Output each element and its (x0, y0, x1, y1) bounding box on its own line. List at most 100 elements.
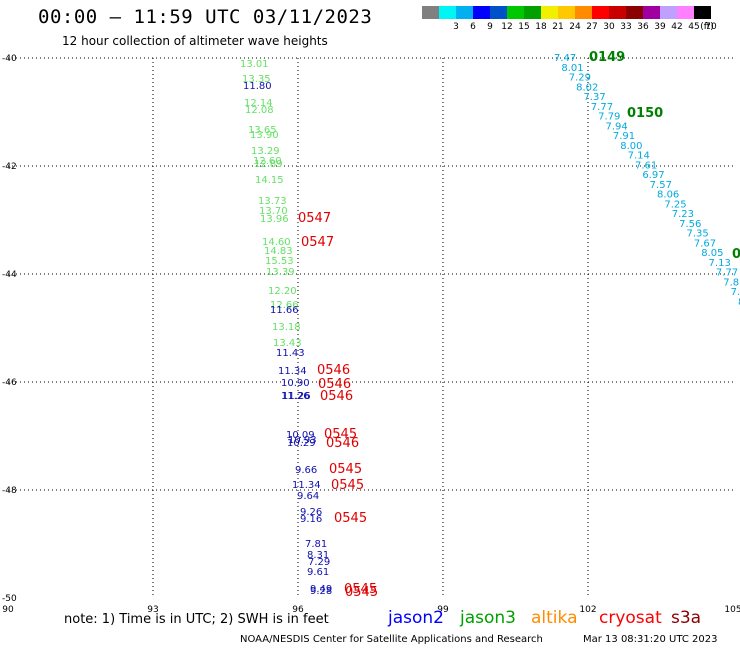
swh-value-cyan: 7.14 (628, 151, 650, 162)
swh-value-navy: 9.64 (297, 491, 319, 502)
time-label-red: 0546 (320, 389, 353, 404)
swh-value-cyan: 8.01 (561, 63, 583, 74)
time-label-red: 0545 (329, 462, 362, 477)
legend-label: 39 (654, 22, 666, 32)
swh-value-navy: 11.80 (243, 81, 272, 92)
lat-label: -42 (2, 162, 17, 172)
swh-value-green: 15.53 (265, 256, 294, 267)
swh-value-cyan: 7.23 (672, 209, 694, 220)
swh-value-green: 13.90 (250, 130, 279, 141)
legend-swatch (490, 6, 507, 19)
swh-value-cyan: 7.94 (606, 121, 628, 132)
legend-label: 27 (586, 22, 598, 32)
swh-value-navy: 11.34 (292, 480, 321, 491)
swh-value-cyan: 8 (738, 297, 740, 308)
time-label-red: 0545 (324, 427, 357, 442)
time-label-green: 0149 (589, 50, 625, 65)
legend-label: 9 (487, 22, 493, 32)
lon-label: 102 (579, 605, 596, 615)
legend-swatch (609, 6, 626, 19)
generation-timestamp: Mar 13 08:31:20 UTC 2023 (583, 634, 718, 645)
swh-value-cyan: 8.00 (620, 141, 642, 152)
legend-label: 33 (620, 22, 632, 32)
legend-swatch (643, 6, 660, 19)
swh-value-cyan: 7.29 (569, 73, 591, 84)
lat-label: -50 (2, 594, 17, 604)
swh-value-cyan: 7.57 (650, 180, 672, 191)
legend-swatch (422, 6, 439, 19)
legend-label: (ft) (700, 22, 714, 32)
swh-value-navy: 11.66 (270, 305, 299, 316)
swh-value-green: 13.65 (248, 125, 277, 136)
swh-value-green: 13.01 (240, 59, 269, 70)
swh-value-green: 14.15 (255, 175, 284, 186)
color-legend (422, 6, 711, 19)
time-label-red: 0545 (331, 478, 364, 493)
legend-label: 12 (501, 22, 513, 32)
swh-value-green: 13.43 (273, 338, 302, 349)
swh-value-cyan: 8.06 (657, 190, 679, 201)
legend-swatch (439, 6, 456, 19)
time-label-green: 0 (732, 247, 740, 262)
swh-value-navy: 11.26 (281, 391, 310, 402)
swh-value-cyan: 7.47 (554, 53, 576, 64)
swh-value-cyan: 7.91 (613, 131, 635, 142)
legend-swatch (694, 6, 711, 19)
legend-label: 36 (637, 22, 649, 32)
time-label-green: 0150 (627, 106, 663, 121)
swh-value-green: 13.70 (259, 206, 288, 217)
legend-swatch (677, 6, 694, 19)
time-label-red: 0546 (326, 436, 359, 451)
swh-value-green: 12.89 (254, 159, 283, 170)
satellite-jason3: jason3 (460, 608, 516, 628)
swh-value-green: 12.08 (245, 105, 274, 116)
swh-value-navy: 10.90 (281, 378, 310, 389)
lat-label: -44 (2, 270, 17, 280)
swh-value-navy: 8.31 (307, 550, 329, 561)
legend-label: 70 (705, 22, 717, 32)
satellite-cryosat: cryosat (599, 608, 662, 628)
swh-value-navy: 11.43 (276, 348, 305, 359)
legend-label: 6 (470, 22, 476, 32)
lat-label: -46 (2, 378, 17, 388)
map-subtitle: 12 hour collection of altimeter wave hei… (62, 34, 328, 48)
map-title: 00:00 – 11:59 UTC 03/11/2023 (38, 6, 373, 28)
legend-label: 24 (569, 22, 581, 32)
swh-value-cyan: 7.61 (635, 160, 657, 171)
legend-label: 30 (603, 22, 615, 32)
swh-value-navy: 10.93 (288, 435, 317, 446)
legend-swatch (456, 6, 473, 19)
legend-label: 15 (518, 22, 530, 32)
swh-value-green: 13.29 (251, 146, 280, 157)
swh-value-navy: 9.61 (307, 567, 329, 578)
swh-value-cyan: 7.13 (709, 258, 731, 269)
legend-swatch (558, 6, 575, 19)
legend-swatch (575, 6, 592, 19)
swh-value-navy: 7.29 (308, 557, 330, 568)
swh-value-cyan: 7.56 (679, 219, 701, 230)
swh-value-green: 14.83 (264, 246, 293, 257)
swh-value-cyan: 8.05 (701, 248, 723, 259)
legend-swatch (507, 6, 524, 19)
legend-label: 18 (535, 22, 547, 32)
time-label-red: 0545 (344, 582, 377, 597)
footnote: note: 1) Time is in UTC; 2) SWH is in fe… (64, 612, 329, 627)
time-label-red: 0545 (345, 585, 378, 600)
swh-value-green: 13.73 (258, 196, 287, 207)
swh-value-navy: 9.66 (295, 465, 317, 476)
swh-value-navy: 9.16 (300, 514, 322, 525)
satellite-altika: altika (531, 608, 578, 628)
swh-value-cyan: 8.02 (576, 82, 598, 93)
swh-value-cyan: 7.35 (686, 229, 708, 240)
swh-value-green: 12.60 (253, 156, 282, 167)
legend-swatch (473, 6, 490, 19)
swh-value-cyan: 7.8 (731, 287, 740, 298)
swh-value-green: 13.39 (266, 267, 295, 278)
legend-label: 45 (688, 22, 700, 32)
lon-label: 105 (724, 605, 740, 615)
swh-value-navy: 10.29 (287, 438, 316, 449)
swh-value-cyan: 7.67 (694, 238, 716, 249)
lat-label: -48 (2, 486, 17, 496)
swh-value-green: 13.96 (260, 214, 289, 225)
